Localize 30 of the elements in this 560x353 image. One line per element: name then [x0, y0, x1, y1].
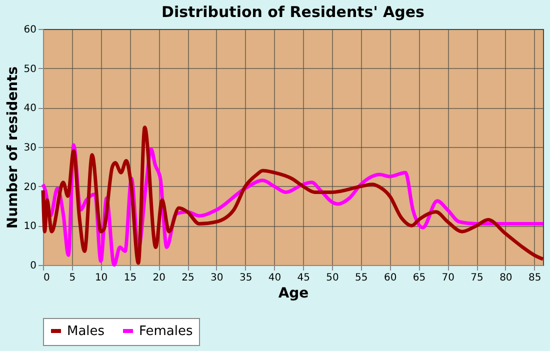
legend-label: Males — [67, 324, 105, 339]
x-tick-label: 15 — [124, 272, 137, 284]
x-tick-label: 20 — [152, 272, 166, 284]
y-tick-label: 20 — [24, 182, 36, 193]
x-tick-label: 5 — [69, 272, 76, 284]
y-tick-label: 40 — [24, 103, 36, 114]
x-tick-label: 10 — [94, 272, 108, 284]
x-tick-label: 40 — [268, 272, 282, 284]
y-tick-label: 60 — [24, 24, 36, 36]
x-tick-label: 55 — [355, 272, 368, 284]
x-axis-title: Age — [278, 286, 309, 302]
legend-label: Females — [139, 324, 194, 339]
y-tick-label: 10 — [24, 221, 36, 232]
x-tick-label: 80 — [500, 272, 512, 284]
x-tick-label: 75 — [470, 272, 484, 284]
x-tick-label: 0 — [44, 272, 50, 284]
x-tick-label: 45 — [297, 272, 310, 284]
x-tick-label: 85 — [528, 272, 542, 284]
x-tick-label: 50 — [326, 272, 339, 284]
x-tick-label: 70 — [442, 272, 454, 284]
x-tick-label: 60 — [384, 272, 397, 284]
x-tick-label: 30 — [210, 272, 224, 284]
x-tick-label: 35 — [239, 272, 252, 284]
chart-title: Distribution of Residents' Ages — [162, 3, 425, 21]
x-tick-label: 25 — [182, 272, 194, 284]
y-tick-label: 30 — [24, 142, 36, 154]
y-tick-label: 50 — [24, 64, 36, 75]
x-tick-label: 65 — [412, 272, 426, 284]
y-tick-label: 0 — [30, 260, 36, 272]
y-axis-title: Number of residents — [4, 66, 21, 229]
